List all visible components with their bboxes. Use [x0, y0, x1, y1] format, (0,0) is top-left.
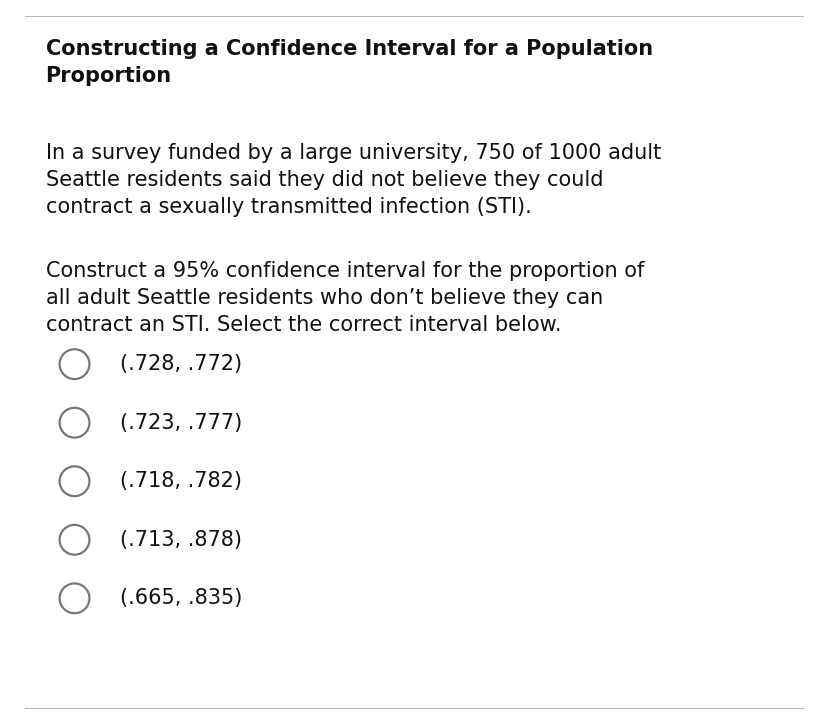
Ellipse shape [60, 525, 89, 555]
Text: (.713, .878): (.713, .878) [120, 530, 241, 550]
Text: (.665, .835): (.665, .835) [120, 588, 242, 608]
Text: Construct a 95% confidence interval for the proportion of
all adult Seattle resi: Construct a 95% confidence interval for … [45, 261, 643, 335]
Text: (.718, .782): (.718, .782) [120, 471, 241, 491]
Text: In a survey funded by a large university, 750 of 1000 adult
Seattle residents sa: In a survey funded by a large university… [45, 143, 660, 217]
Text: Constructing a Confidence Interval for a Population
Proportion: Constructing a Confidence Interval for a… [45, 39, 652, 86]
Ellipse shape [60, 466, 89, 496]
Ellipse shape [60, 408, 89, 438]
Text: (.728, .772): (.728, .772) [120, 354, 241, 374]
Text: (.723, .777): (.723, .777) [120, 413, 242, 433]
Ellipse shape [60, 349, 89, 379]
Ellipse shape [60, 583, 89, 613]
